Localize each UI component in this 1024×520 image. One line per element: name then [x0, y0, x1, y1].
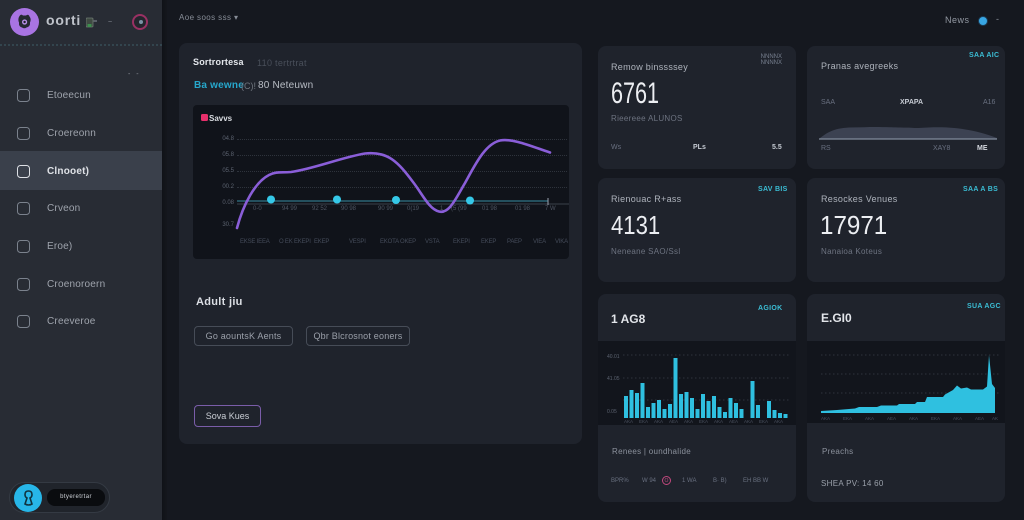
svg-text:41.05: 41.05: [607, 376, 620, 382]
svg-text:EKA: EKA: [639, 419, 648, 424]
svg-text:AEA: AEA: [887, 416, 896, 421]
svg-text:AKA: AKA: [774, 419, 783, 424]
svg-text:AKA: AKA: [624, 419, 633, 424]
svg-text:EKA: EKA: [931, 416, 940, 421]
svg-text:AKA: AKA: [654, 419, 663, 424]
svg-text:AEA: AEA: [669, 419, 678, 424]
svg-text:AEA: AEA: [729, 419, 738, 424]
svg-text:AKA: AKA: [909, 416, 918, 421]
svg-text:EKA: EKA: [699, 419, 708, 424]
svg-text:AKA: AKA: [953, 416, 962, 421]
svg-text:0.05: 0.05: [607, 409, 617, 415]
svg-text:AKA: AKA: [684, 419, 693, 424]
svg-text:AKA: AKA: [714, 419, 723, 424]
svg-text:AEA: AEA: [975, 416, 984, 421]
svg-text:AKA: AKA: [865, 416, 874, 421]
svg-text:AK: AK: [992, 416, 998, 421]
svg-text:EKA: EKA: [759, 419, 768, 424]
svg-text:AKA: AKA: [744, 419, 753, 424]
svg-text:AKA: AKA: [821, 416, 830, 421]
svg-text:EKA: EKA: [843, 416, 852, 421]
svg-text:40.01: 40.01: [607, 354, 620, 360]
